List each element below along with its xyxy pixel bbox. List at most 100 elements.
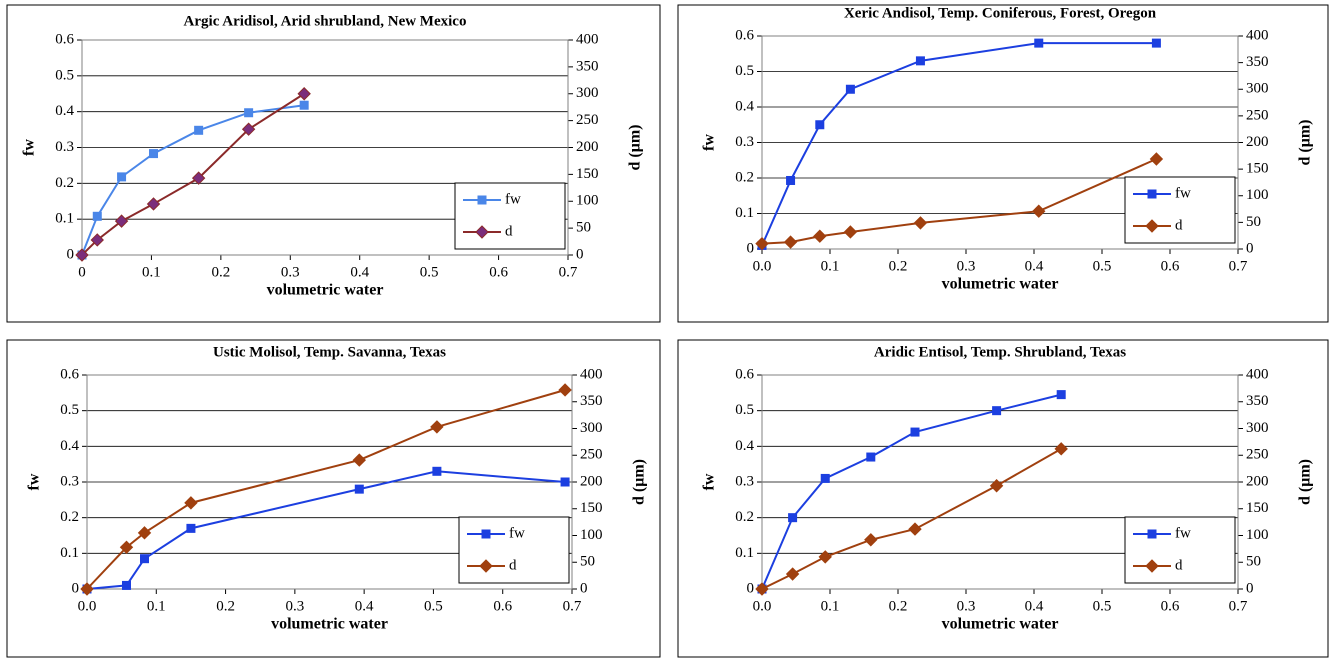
- marker: [75, 248, 89, 262]
- marker: [815, 120, 825, 130]
- x-axis-label: volumetric water: [267, 282, 384, 299]
- chart-title: Aridic Entisol, Temp. Shrubland, Texas: [874, 344, 1126, 360]
- x-tick-label: 0.3: [281, 264, 300, 280]
- marker: [477, 195, 487, 205]
- x-tick-label: 0.6: [489, 264, 508, 280]
- y-tick-label: 0.5: [55, 67, 74, 83]
- x-tick-label: 0.4: [1025, 598, 1044, 614]
- marker: [755, 236, 769, 251]
- y2-tick-label: 350: [576, 58, 599, 74]
- y2-tick-label: 50: [1246, 214, 1261, 230]
- chart-panel: Xeric Andisol, Temp. Coniferous, Forest,…: [677, 4, 1329, 323]
- x-tick-label: 0.2: [216, 598, 235, 614]
- x-tick-label: 0.1: [142, 264, 161, 280]
- marker: [788, 513, 798, 523]
- marker: [989, 479, 1004, 493]
- y-tick-label: 0: [747, 240, 755, 256]
- x-tick-label: 0.4: [350, 264, 369, 280]
- chart-panel: Aridic Entisol, Temp. Shrubland, Texas 0 0…: [677, 339, 1329, 658]
- marker: [354, 484, 364, 494]
- marker: [186, 523, 196, 533]
- x-tick-label: 0.6: [493, 598, 512, 614]
- marker: [1149, 152, 1164, 166]
- y-tick-label: 0.3: [735, 134, 754, 150]
- marker: [149, 149, 159, 159]
- y2-tick-label: 250: [576, 112, 599, 128]
- x-tick-label: 0.5: [1093, 258, 1112, 274]
- y-tick-label: 0.6: [55, 31, 74, 47]
- y2-tick-label: 200: [1246, 134, 1269, 150]
- marker: [481, 529, 491, 539]
- plot-area: [761, 35, 1239, 250]
- y-axis-label: fw: [21, 139, 38, 156]
- panel-border: [6, 339, 661, 658]
- marker: [1145, 219, 1159, 233]
- marker: [1147, 189, 1157, 199]
- y2-tick-label: 0: [1246, 580, 1254, 596]
- x-tick-label: 0.3: [957, 258, 976, 274]
- y-tick-label: 0.6: [735, 366, 754, 382]
- y2-tick-label: 250: [580, 447, 603, 463]
- y2-tick-label: 50: [576, 220, 591, 236]
- x-tick-label: 0.2: [211, 264, 230, 280]
- y-tick-label: 0.6: [735, 27, 754, 43]
- marker: [786, 175, 796, 185]
- chart-title: Ustic Molisol, Temp. Savanna, Texas: [213, 344, 446, 360]
- y2-tick-label: 200: [1246, 473, 1269, 489]
- y2-axis-label: d (μm): [631, 459, 648, 505]
- marker: [430, 420, 444, 434]
- marker: [299, 100, 309, 110]
- plot-area: [86, 374, 573, 590]
- y-axis-label: fw: [701, 134, 718, 151]
- legend: [454, 182, 566, 250]
- chart-panel: Argic Aridisol, Arid shrubland, New Mexi…: [6, 4, 661, 323]
- panel-border: [6, 4, 661, 323]
- y-tick-label: 0.5: [60, 402, 79, 418]
- y2-tick-label: 300: [576, 85, 599, 101]
- y2-tick-label: 400: [1246, 366, 1269, 382]
- marker: [755, 582, 769, 596]
- y-axis-label: fw: [26, 473, 43, 490]
- legend-label: fw: [1175, 525, 1191, 541]
- legend-label: fw: [509, 525, 525, 541]
- marker: [813, 229, 827, 243]
- x-tick-label: 0: [78, 264, 86, 280]
- marker: [475, 225, 489, 239]
- marker: [184, 496, 198, 510]
- y2-tick-label: 50: [580, 554, 595, 570]
- marker: [140, 554, 150, 564]
- panel-border: [677, 339, 1329, 658]
- y2-tick-label: 150: [1246, 500, 1269, 516]
- marker: [560, 477, 570, 487]
- y-tick-label: 0.1: [735, 545, 754, 561]
- marker: [194, 125, 204, 135]
- y-tick-label: 0.3: [60, 473, 79, 489]
- y-tick-label: 0: [72, 580, 80, 596]
- y2-tick-label: 400: [580, 366, 603, 382]
- y-tick-label: 0.4: [60, 438, 79, 454]
- y2-tick-label: 150: [1246, 161, 1269, 177]
- marker: [866, 452, 876, 462]
- marker: [297, 87, 311, 101]
- marker: [1054, 442, 1068, 456]
- y-tick-label: 0.4: [735, 438, 754, 454]
- y2-tick-label: 400: [1246, 27, 1269, 43]
- y2-tick-label: 100: [576, 193, 599, 209]
- legend: [1124, 176, 1236, 244]
- y-tick-label: 0: [67, 246, 75, 262]
- marker: [1151, 38, 1161, 48]
- y2-tick-label: 350: [580, 393, 603, 409]
- x-tick-label: 0.7: [1229, 258, 1248, 274]
- marker: [117, 172, 127, 182]
- marker: [908, 522, 922, 536]
- marker: [352, 453, 366, 467]
- y-tick-label: 0.3: [735, 473, 754, 489]
- y-tick-label: 0.1: [55, 211, 74, 227]
- marker: [114, 214, 129, 228]
- marker: [92, 211, 102, 221]
- marker: [191, 171, 206, 185]
- marker: [845, 84, 855, 94]
- y-tick-label: 0.6: [60, 366, 79, 382]
- marker: [783, 235, 798, 249]
